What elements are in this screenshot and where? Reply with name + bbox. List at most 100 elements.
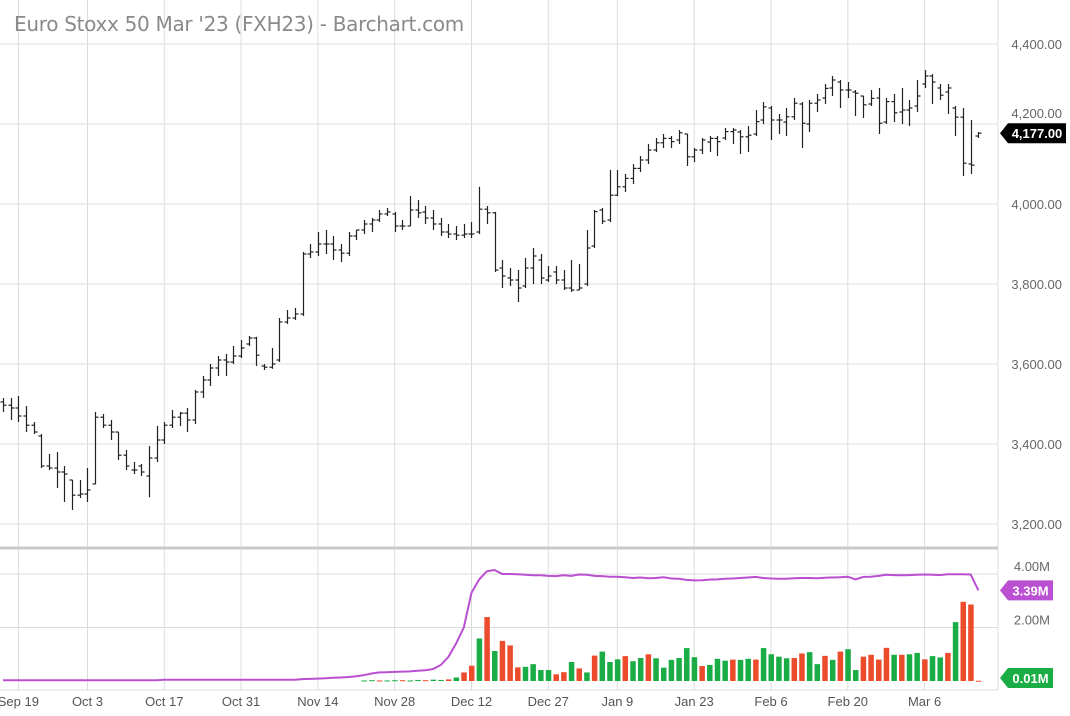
volume-bar: [891, 654, 897, 681]
volume-bar: [668, 659, 675, 681]
volume-bar: [691, 657, 698, 681]
ohlc-bar: [200, 376, 207, 398]
ohlc-bar: [806, 100, 813, 132]
last-volume-badge-text: 0.01M: [1012, 671, 1048, 686]
volume-bar: [507, 645, 513, 681]
x-tick-label: Feb 20: [828, 694, 868, 709]
volume-bar: [952, 622, 959, 681]
ohlc-bar: [84, 468, 91, 502]
volume-bar: [468, 665, 475, 681]
volume-bar: [591, 655, 598, 681]
ohlc-bar: [131, 462, 138, 474]
ohlc-bar: [568, 260, 575, 292]
ohlc-bar: [975, 132, 982, 138]
ohlc-bar: [730, 128, 737, 144]
volume-bar: [361, 680, 367, 682]
ohlc-bar: [207, 364, 214, 386]
ohlc-bar: [599, 208, 606, 224]
ohlc-bar: [384, 208, 391, 216]
x-tick-label: Dec 27: [528, 694, 569, 709]
ohlc-bar: [591, 210, 598, 248]
volume-bar: [622, 656, 629, 681]
last-volume-badge: 0.01M: [1000, 668, 1053, 688]
volume-bar: [484, 617, 490, 681]
ohlc-bar: [783, 108, 790, 136]
x-tick-label: Feb 6: [754, 694, 787, 709]
ohlc-bar: [230, 346, 237, 364]
ohlc-bar: [691, 148, 698, 162]
open-interest-line: [3, 568, 980, 682]
ohlc-bar: [637, 156, 644, 172]
volume-bar: [614, 659, 621, 681]
ohlc-bar: [223, 354, 230, 376]
ohlc-bar: [8, 398, 15, 420]
volume-bar: [852, 670, 859, 681]
volume-tick-label: 2.00M: [1014, 613, 1050, 628]
ohlc-bar: [668, 136, 675, 148]
ohlc-bar: [753, 110, 760, 136]
volume-bar: [707, 664, 713, 681]
ohlc-bar: [315, 232, 322, 256]
volume-bar: [399, 680, 406, 682]
open-interest-badge-text: 3.39M: [1012, 583, 1048, 598]
ohlc-bar: [492, 212, 499, 272]
ohlc-bar: [100, 414, 107, 428]
last-volume-badge-shape: [1000, 668, 1053, 688]
y-tick-label: 3,200.00: [1011, 517, 1062, 532]
ohlc-bar: [92, 412, 99, 485]
volume-bar: [653, 658, 659, 681]
y-tick-label: 4,000.00: [1011, 197, 1062, 212]
ohlc-bar: [376, 210, 383, 222]
volume-bar: [438, 679, 444, 681]
x-tick-label: Nov 14: [297, 694, 338, 709]
ohlc-bar: [914, 80, 921, 112]
ohlc-bar: [538, 254, 545, 284]
volume-bar: [783, 658, 790, 681]
volume-bar: [906, 654, 913, 681]
volume-bar: [492, 651, 498, 681]
ohlc-bar: [768, 106, 775, 140]
x-tick-label: Oct 17: [145, 694, 183, 709]
axes: Sep 19 Oct 3 Oct 17 Oct 31 Nov 14 Nov 28 Dec 1…: [0, 37, 1062, 709]
ohlc-bar: [300, 252, 307, 316]
x-tick-label: Oct 31: [222, 694, 260, 709]
volume-bar: [637, 657, 644, 681]
open-interest-badge: 3.39M: [1000, 580, 1053, 601]
ohlc-bar: [77, 480, 84, 498]
ohlc-bar: [822, 84, 829, 104]
volume-bar: [883, 647, 890, 681]
ohlc-bar: [883, 98, 890, 124]
ohlc-bar: [945, 84, 952, 114]
volume-bar: [561, 672, 567, 681]
ohlc-bar: [507, 268, 514, 286]
volume-bar: [799, 653, 805, 681]
volume-bar: [476, 638, 483, 681]
ohlc-bar: [15, 396, 22, 422]
volume-bar: [576, 668, 582, 681]
ohlc-bar: [852, 90, 859, 116]
ohlc-bar: [922, 70, 929, 88]
ohlc-bar: [69, 479, 76, 510]
ohlc-bar: [653, 138, 660, 152]
volume-bar: [660, 667, 667, 681]
x-tick-label: Oct 3: [72, 694, 103, 709]
ohlc-bar: [745, 126, 752, 152]
last-price-badge-shape: [1000, 123, 1066, 144]
volume-bar: [791, 657, 798, 681]
volume-bar: [407, 680, 414, 682]
ohlc-bar: [576, 264, 583, 291]
price-bars: [0, 70, 982, 510]
volume-bar: [545, 670, 552, 681]
ohlc-bar: [46, 454, 53, 470]
ohlc-bar: [369, 218, 376, 232]
x-tick-label: Jan 23: [675, 694, 714, 709]
ohlc-bar: [169, 410, 176, 428]
volume-bar: [599, 651, 606, 681]
ohlc-bar: [515, 270, 522, 302]
ohlc-bar: [561, 270, 568, 290]
volume-bar: [975, 680, 982, 682]
volume-bar: [453, 677, 460, 681]
volume-bar: [745, 658, 751, 681]
volume-bar: [937, 657, 943, 681]
